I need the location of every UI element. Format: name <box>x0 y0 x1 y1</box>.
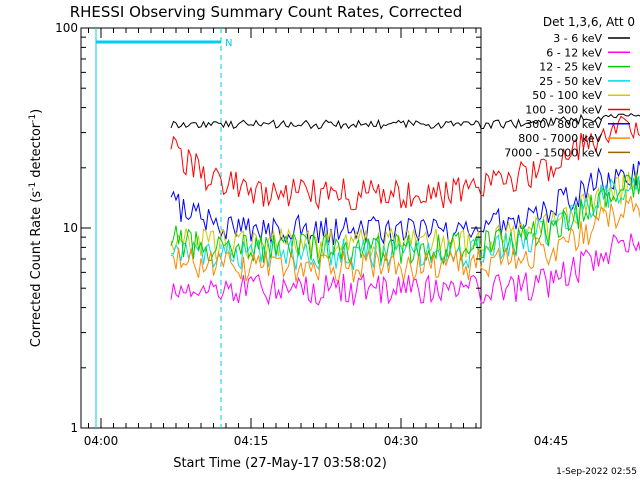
legend-title: Det 1,3,6, Att 0 <box>543 15 635 29</box>
y-axis-label-mid: detector <box>29 122 44 182</box>
y-axis-label-sup1: -1 <box>28 182 38 191</box>
night-label: N <box>225 38 232 49</box>
legend-label: 800 - 7000 keV <box>518 132 602 145</box>
y-tick-label: 10 <box>63 221 78 235</box>
legend-label: 7000 - 15000 keV <box>504 146 602 159</box>
y-axis-label-end: ) <box>29 109 44 114</box>
y-axis-label: Corrected Count Rate (s-1 detector-1) <box>28 109 44 347</box>
x-axis-label: Start Time (27-May-17 03:58:02) <box>173 456 387 471</box>
series-line <box>170 172 640 266</box>
series-line <box>170 170 640 261</box>
legend-label: 3 - 6 keV <box>553 32 602 45</box>
series-line <box>170 112 640 130</box>
x-tick-label: 04:45 <box>534 434 569 448</box>
markers-layer: N <box>95 28 232 428</box>
y-axis: 1 10 100 <box>55 21 481 435</box>
legend-label: 12 - 25 keV <box>539 61 602 74</box>
series-line <box>170 233 640 306</box>
series-line <box>170 195 640 283</box>
x-tick-label: 04:00 <box>84 434 119 448</box>
y-tick-label: 1 <box>70 421 78 435</box>
legend-label: 300 - 800 keV <box>525 118 602 131</box>
footer-date: 1-Sep-2022 02:55 <box>556 467 637 477</box>
legend-label: 50 - 100 keV <box>532 89 602 102</box>
chart-title: RHESSI Observing Summary Count Rates, Co… <box>70 3 463 21</box>
y-axis-label-main: Corrected Count Rate (s <box>29 191 44 348</box>
series-line <box>170 161 640 246</box>
legend-label: 25 - 50 keV <box>539 75 602 88</box>
y-tick-label: 100 <box>55 21 78 35</box>
series-line <box>170 115 640 211</box>
x-tick-label: 04:30 <box>384 434 419 448</box>
plot-area: N <box>80 27 640 429</box>
legend-label: 6 - 12 keV <box>546 46 602 59</box>
legend-label: 100 - 300 keV <box>525 104 602 117</box>
plot-frame <box>80 27 482 429</box>
y-axis-label-sup2: -1 <box>28 114 38 123</box>
series-layer <box>170 112 640 306</box>
x-tick-label: 04:15 <box>234 434 269 448</box>
